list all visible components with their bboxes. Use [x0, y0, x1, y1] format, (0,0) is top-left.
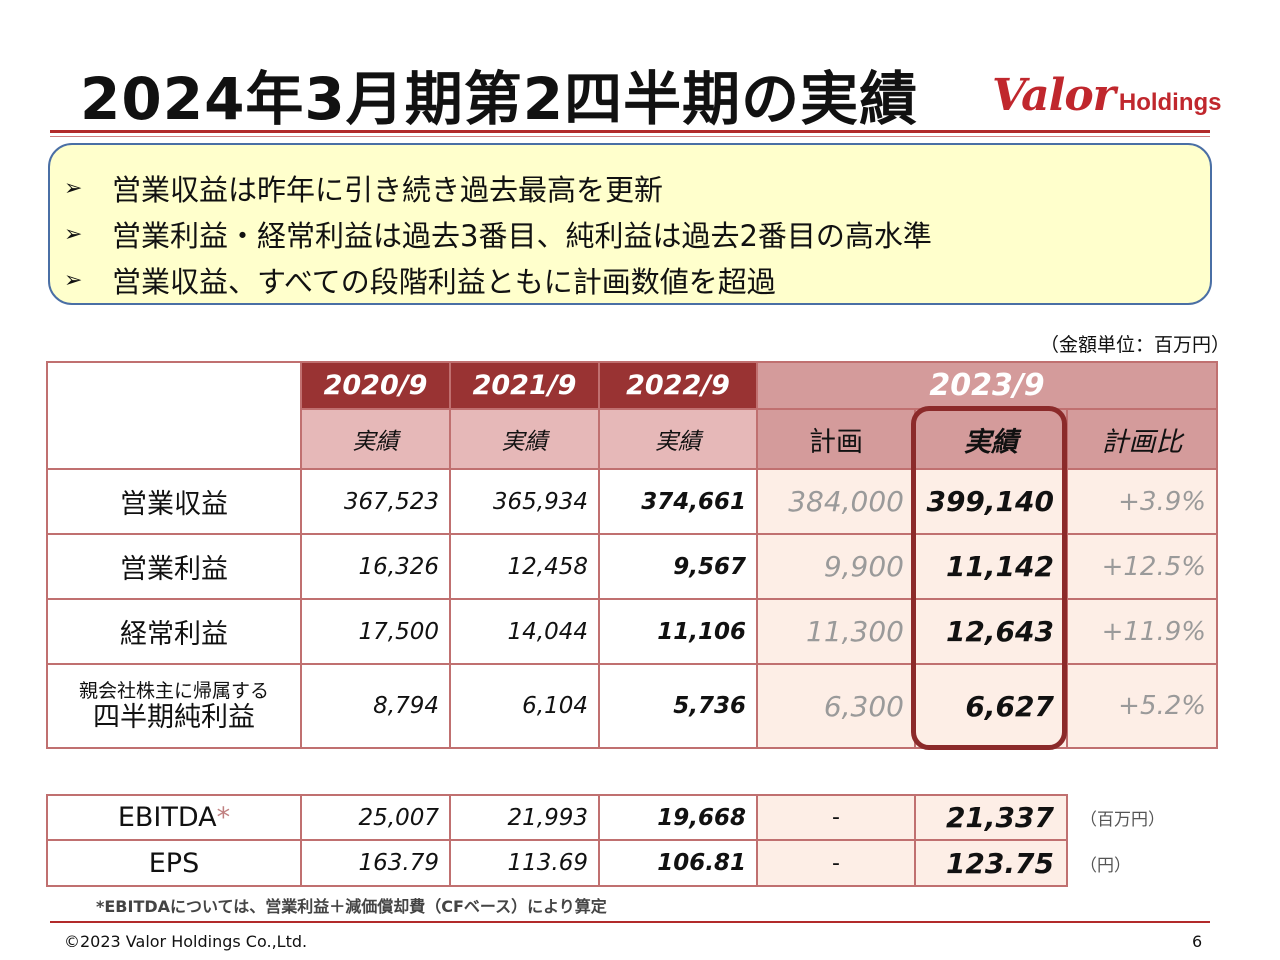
row-label: EBITDA*	[46, 794, 302, 841]
value-plan: 9,900	[756, 533, 916, 600]
arrow-bullet-icon: ➢	[64, 221, 83, 247]
summary-item: ➢ 営業収益は昨年に引き続き過去最高を更新	[64, 165, 1210, 211]
value-2021: 21,993	[449, 794, 600, 841]
value-2021: 6,104	[449, 663, 600, 749]
year-header-2022: 2022/9	[598, 361, 758, 410]
table-row: 営業収益 367,523 365,934 374,661 384,000 399…	[46, 468, 1218, 535]
value-2022: 106.81	[598, 839, 758, 887]
unit-label: （円）	[1067, 840, 1217, 886]
row-label-text: EBITDA	[117, 802, 217, 833]
value-plan: 6,300	[756, 663, 916, 749]
value-ratio: +11.9%	[1066, 598, 1218, 665]
results-table: 2020/9 2021/9 2022/9 2023/9 実績 実績 実績 計画 …	[46, 361, 1218, 749]
summary-text: 営業利益・経常利益は過去3番目、純利益は過去2番目の高水準	[112, 219, 932, 253]
value-2022: 9,567	[598, 533, 758, 600]
value-actual: 11,142	[914, 533, 1068, 600]
page-number: 6	[1192, 932, 1203, 951]
value-2020: 367,523	[300, 468, 451, 535]
value-ratio: +3.9%	[1066, 468, 1218, 535]
value-actual: 123.75	[914, 839, 1068, 887]
row-label: 親会社株主に帰属する 四半期純利益	[46, 663, 302, 749]
year-header-2023: 2023/9	[756, 361, 1218, 410]
value-2022: 5,736	[598, 663, 758, 749]
arrow-bullet-icon: ➢	[64, 175, 83, 201]
sub-header-ratio: 計画比	[1066, 408, 1218, 470]
header-rule-thin	[50, 136, 1210, 137]
sub-header-actual: 実績	[300, 408, 451, 470]
logo-sub: Holdings	[1118, 89, 1222, 116]
table-row: 経常利益 17,500 14,044 11,106 11,300 12,643 …	[46, 598, 1218, 665]
value-2020: 163.79	[300, 839, 451, 887]
unit-note: （金額単位：百万円）	[1040, 334, 1231, 356]
value-ratio: +5.2%	[1066, 663, 1218, 749]
actual-highlight-frame	[911, 406, 1067, 750]
table-row: EPS 163.79 113.69 106.81 - 123.75 （円）	[46, 839, 1217, 887]
summary-text: 営業収益は昨年に引き続き過去最高を更新	[112, 173, 664, 207]
value-2020: 16,326	[300, 533, 451, 600]
logo-main: Valor	[992, 70, 1116, 121]
unit-label: （百万円）	[1067, 795, 1217, 840]
table-row: EBITDA* 25,007 21,993 19,668 - 21,337 （百…	[46, 794, 1217, 841]
row-label: EPS	[46, 839, 302, 887]
value-actual: 21,337	[914, 794, 1068, 841]
value-2020: 25,007	[300, 794, 451, 841]
sub-header-actual-2023: 実績	[914, 408, 1068, 470]
summary-box: ➢ 営業収益は昨年に引き続き過去最高を更新 ➢ 営業利益・経常利益は過去3番目、…	[48, 143, 1212, 305]
copyright: ©2023 Valor Holdings Co.,Ltd.	[64, 932, 308, 951]
row-label-main: 四半期純利益	[93, 702, 255, 733]
header-rule	[50, 130, 1210, 133]
sub-header-actual: 実績	[449, 408, 600, 470]
page-title: 2024年3月期第2四半期の実績	[80, 65, 919, 133]
value-actual: 399,140	[914, 468, 1068, 535]
value-plan: -	[756, 794, 916, 841]
value-2020: 8,794	[300, 663, 451, 749]
arrow-bullet-icon: ➢	[64, 267, 83, 293]
table-row: 営業利益 16,326 12,458 9,567 9,900 11,142 +1…	[46, 533, 1218, 600]
value-2021: 12,458	[449, 533, 600, 600]
value-2020: 17,500	[300, 598, 451, 665]
value-actual: 6,627	[914, 663, 1068, 749]
value-2022: 374,661	[598, 468, 758, 535]
value-2021: 14,044	[449, 598, 600, 665]
value-2021: 113.69	[449, 839, 600, 887]
footer-rule	[50, 921, 1210, 923]
footnote: *EBITDAについては、営業利益＋減価償却費（CFベース）により算定	[96, 897, 607, 916]
row-label: 営業収益	[46, 468, 302, 535]
value-plan: 384,000	[756, 468, 916, 535]
valor-holdings-logo: Valor Holdings	[992, 70, 1222, 121]
year-header-2021: 2021/9	[449, 361, 600, 410]
table-row: 親会社株主に帰属する 四半期純利益 8,794 6,104 5,736 6,30…	[46, 663, 1218, 749]
summary-text: 営業収益、すべての段階利益ともに計画数値を超過	[112, 265, 776, 299]
value-2022: 11,106	[598, 598, 758, 665]
year-header-2020: 2020/9	[300, 361, 451, 410]
summary-item: ➢ 営業利益・経常利益は過去3番目、純利益は過去2番目の高水準	[64, 211, 1210, 257]
row-label: 営業利益	[46, 533, 302, 600]
value-2021: 365,934	[449, 468, 600, 535]
value-ratio: +12.5%	[1066, 533, 1218, 600]
summary-item: ➢ 営業収益、すべての段階利益ともに計画数値を超過	[64, 257, 1210, 303]
sub-header-actual: 実績	[598, 408, 758, 470]
asterisk-mark: *	[216, 802, 231, 833]
row-label-small: 親会社株主に帰属する	[78, 680, 269, 702]
corner-cell	[46, 361, 302, 470]
value-2022: 19,668	[598, 794, 758, 841]
metrics-table: EBITDA* 25,007 21,993 19,668 - 21,337 （百…	[46, 794, 1218, 887]
value-plan: 11,300	[756, 598, 916, 665]
row-label: 経常利益	[46, 598, 302, 665]
sub-header-plan: 計画	[756, 408, 916, 470]
value-plan: -	[756, 839, 916, 887]
